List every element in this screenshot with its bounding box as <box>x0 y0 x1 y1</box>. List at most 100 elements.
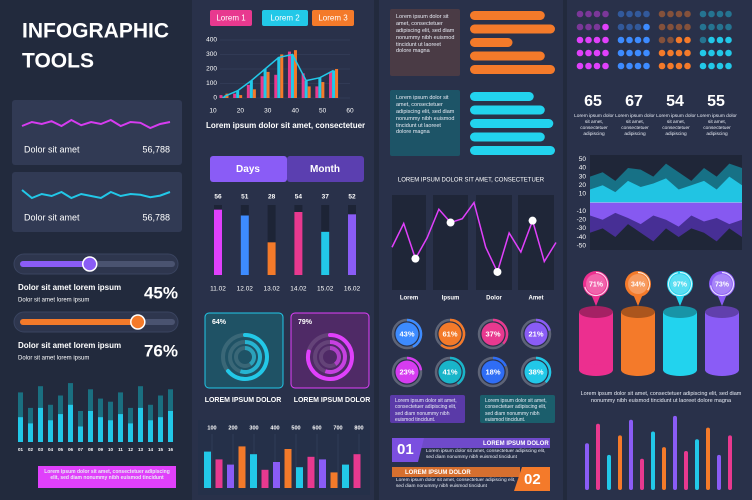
bar <box>48 420 53 442</box>
dot <box>708 62 715 70</box>
bar <box>273 462 280 488</box>
bar <box>277 57 281 98</box>
note-text: Lorem ipsum dolor sit amet, consectetuer… <box>395 398 457 423</box>
area <box>590 176 742 203</box>
bar <box>238 446 246 488</box>
bar <box>662 447 666 490</box>
text-box <box>390 9 460 76</box>
x-tick-label: 10 <box>209 108 217 115</box>
stat-panel <box>12 172 182 232</box>
dot <box>667 62 674 70</box>
y-tick-label: -20 <box>577 216 587 223</box>
gauge-arc <box>449 356 466 385</box>
ring-arc-inner <box>244 346 256 366</box>
legend-label: Lorem 1 <box>216 14 246 23</box>
bar <box>284 449 292 488</box>
y-tick-label: 40 <box>579 165 587 172</box>
gauge-arc <box>406 318 423 348</box>
bar <box>470 146 555 155</box>
bar <box>158 417 163 442</box>
dot <box>725 10 732 18</box>
dot <box>708 10 715 18</box>
pin-inner <box>670 274 690 294</box>
slider-subtitle: Dolor sit amet lorem ipsum <box>18 298 89 304</box>
bar <box>28 423 33 442</box>
tick-label: 500 <box>291 425 300 431</box>
x-tick-label: Dolor <box>486 296 502 302</box>
x-tick-label: 14 <box>148 447 154 452</box>
bar <box>607 454 611 490</box>
dot <box>675 36 683 44</box>
pin-tail <box>675 294 685 306</box>
x-tick-label: Lorem <box>400 296 418 302</box>
tick-label: 700 <box>333 425 342 431</box>
pin-label: 97% <box>673 281 688 288</box>
gauge-body <box>524 360 548 384</box>
bar <box>348 214 356 275</box>
bar <box>321 231 330 275</box>
dot <box>593 23 601 31</box>
dot <box>585 49 592 57</box>
bar <box>318 77 322 98</box>
x-tick-label: 60 <box>346 108 354 115</box>
bar <box>330 472 338 488</box>
bar <box>168 411 173 442</box>
x-tick-label: 01 <box>18 447 24 452</box>
dot <box>576 62 584 70</box>
dot <box>626 36 633 44</box>
cylinder-bottom <box>621 364 655 376</box>
dot <box>667 10 674 18</box>
cylinder-body <box>579 312 613 370</box>
bar <box>470 65 555 74</box>
bar <box>470 92 534 101</box>
column-band <box>518 195 554 290</box>
y-tick-label: 10 <box>579 191 587 198</box>
cylinder-bottom <box>705 364 739 376</box>
bar <box>128 423 133 442</box>
ring-label: 64% <box>212 319 227 326</box>
tab[interactable] <box>287 156 364 182</box>
x-tick-label: 14.02 <box>290 286 307 293</box>
cylinder-note: Lorem ipsum dolor sit amet, consectetuer… <box>580 391 742 404</box>
bar <box>266 71 270 98</box>
gauge-label: 41% <box>442 367 457 376</box>
column-band <box>392 195 426 290</box>
bar <box>329 71 333 98</box>
series-line <box>223 53 334 98</box>
bar <box>684 451 688 490</box>
note-box <box>390 395 465 423</box>
dot <box>602 62 609 70</box>
bar <box>68 404 73 442</box>
slider-subtitle: Dolor sit amet lorem ipsum <box>18 356 89 362</box>
bar <box>252 89 256 98</box>
gauge-label: 18% <box>485 367 500 376</box>
banner-text: Lorem ipsum dolor sit amet, consectetuer… <box>44 469 170 482</box>
dot <box>602 10 609 18</box>
bar <box>88 411 93 442</box>
x-tick-label: 09 <box>98 447 104 452</box>
dot <box>667 23 674 31</box>
dot <box>684 10 691 18</box>
title: TOOLS <box>22 50 94 73</box>
tab[interactable] <box>210 156 287 182</box>
slider-percent: 45% <box>144 283 178 302</box>
gauge-label: 43% <box>399 329 414 338</box>
pin-arc <box>584 271 609 297</box>
y-tick-label: -50 <box>577 242 587 249</box>
gauge-body <box>438 360 462 384</box>
slider-knob <box>130 314 146 330</box>
cylinder-top <box>579 306 613 318</box>
tick-label: 400 <box>270 425 279 431</box>
dot <box>634 49 642 57</box>
step-tag <box>392 438 424 462</box>
step-title: LOREM IPSUM DOLOR <box>483 441 549 447</box>
bar <box>651 431 655 490</box>
note-text: Lorem ipsum dolor sit amet, consectetuer… <box>485 398 547 423</box>
dot <box>658 36 666 44</box>
bar <box>470 105 545 115</box>
bar <box>470 51 545 61</box>
step-text: Lorem ipsum dolor sit amet, consectetuer… <box>426 449 546 460</box>
bar <box>717 454 721 490</box>
dot <box>593 10 601 18</box>
dot <box>643 36 650 44</box>
